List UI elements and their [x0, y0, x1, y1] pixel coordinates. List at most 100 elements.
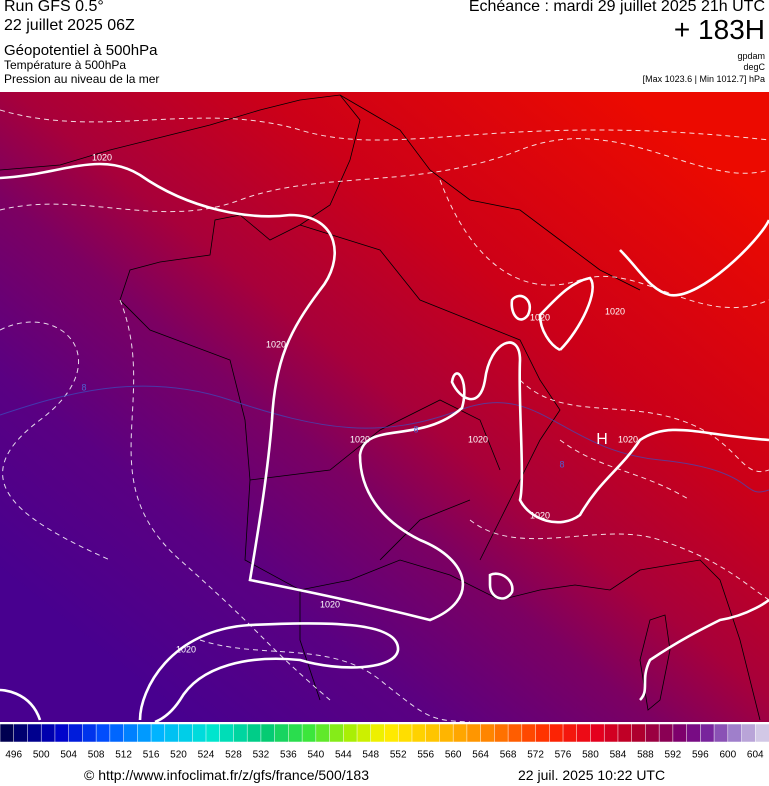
colorbar-label: 560	[445, 750, 462, 761]
color-swatch	[137, 724, 152, 743]
color-swatch	[494, 724, 509, 743]
color-swatch	[480, 724, 496, 743]
colorbar-label: 520	[170, 750, 187, 761]
color-swatch	[13, 724, 29, 743]
colorbar-label: 588	[637, 750, 654, 761]
color-swatch	[329, 724, 345, 743]
color-swatch	[686, 724, 702, 743]
run-date: 22 juillet 2025 06Z	[4, 17, 135, 34]
contour-label: 8	[559, 459, 564, 469]
contour-label: 1020	[530, 510, 550, 520]
contour-label: 1020	[618, 434, 638, 444]
color-swatch	[521, 724, 537, 743]
color-swatch	[288, 724, 303, 743]
color-swatch	[233, 724, 248, 743]
colorbar-label: 592	[665, 750, 682, 761]
forecast-hours: + 183H	[673, 14, 765, 45]
colorbar-label: 580	[582, 750, 599, 761]
contour-label: 8	[413, 424, 418, 434]
contour-label: 1020	[350, 434, 370, 444]
contour-label: 1020	[468, 434, 488, 444]
colorbar-label: 548	[362, 750, 379, 761]
color-swatch	[645, 724, 660, 743]
color-swatch	[603, 724, 619, 743]
color-swatch	[549, 724, 564, 743]
colorbar-label: 600	[719, 750, 736, 761]
color-swatch	[452, 724, 468, 743]
color-swatch	[631, 724, 647, 743]
colorbar-label: 572	[527, 750, 544, 761]
contour-label: 8	[81, 382, 86, 392]
color-swatch	[27, 724, 42, 743]
colorbar-label: 576	[555, 750, 572, 761]
color-swatch	[397, 724, 413, 743]
color-swatch	[95, 724, 111, 743]
color-swatch	[700, 724, 715, 743]
footer-url: © http://www.infoclimat.fr/z/gfs/france/…	[84, 767, 369, 783]
color-swatch	[590, 724, 605, 743]
high-pressure-marker: H	[596, 431, 608, 448]
field-label: Géopotentiel à 500hPa	[4, 42, 158, 59]
unit-label: gpdam	[737, 51, 765, 61]
color-swatch	[466, 724, 482, 743]
color-swatch	[727, 724, 743, 743]
contour-label: 1020	[320, 599, 340, 609]
colorbar-label: 544	[335, 750, 352, 761]
color-swatch	[617, 724, 633, 743]
map: 1020 1020 1020 1020 1020 1020 1020 1020 1020 1020…	[0, 92, 769, 722]
colorbar-label: 584	[610, 750, 627, 761]
color-swatch	[562, 724, 578, 743]
color-swatch	[535, 724, 551, 743]
unit-label: [Max 1023.6 | Min 1012.7] hPa	[642, 74, 765, 84]
color-swatch	[0, 724, 15, 743]
color-swatch	[68, 724, 84, 743]
colorbar-label: 528	[225, 750, 242, 761]
color-swatch	[576, 724, 592, 743]
colorbar-label: 516	[143, 750, 160, 761]
color-swatch	[384, 724, 399, 743]
contour-label: 1020	[266, 339, 286, 349]
color-swatch	[672, 724, 688, 743]
color-swatch	[192, 724, 207, 743]
color-swatch	[741, 724, 757, 743]
color-swatch	[425, 724, 441, 743]
contour-label: 1020	[605, 306, 625, 316]
color-swatch	[246, 724, 262, 743]
color-swatch	[123, 724, 139, 743]
color-swatch	[356, 724, 372, 743]
color-swatch	[439, 724, 454, 743]
contour-label: 1020	[176, 644, 196, 654]
color-swatch	[205, 724, 221, 743]
run-label: Run GFS 0.5°	[4, 0, 104, 15]
color-swatch	[54, 724, 70, 743]
field-label: Température à 500hPa	[4, 58, 127, 72]
coastlines	[0, 94, 761, 721]
color-swatch	[178, 724, 193, 743]
colorbar: 496 500 504 508 512 516 520 524 528 532 536 540 544 5…	[0, 724, 769, 761]
color-swatch	[150, 724, 166, 743]
footer-stamp: 22 juil. 2025 10:22 UTC	[518, 767, 666, 783]
color-swatch	[315, 724, 331, 743]
colorbar-label: 496	[5, 750, 22, 761]
color-swatch	[343, 724, 358, 743]
colorbar-label: 504	[60, 750, 77, 761]
colorbar-label: 508	[88, 750, 105, 761]
color-swatch	[658, 724, 674, 743]
colorbar-label: 500	[33, 750, 50, 761]
color-swatch	[713, 724, 729, 743]
contour-label: 1020	[92, 152, 112, 162]
color-swatch	[755, 724, 769, 743]
color-swatch	[82, 724, 97, 743]
contour-label: 1020	[530, 312, 550, 322]
unit-label: degC	[743, 62, 765, 72]
field-label: Pression au niveau de la mer	[4, 72, 160, 86]
color-swatch	[411, 724, 427, 743]
colorbar-label: 604	[747, 750, 764, 761]
color-swatch	[109, 724, 125, 743]
colorbar-label: 556	[417, 750, 434, 761]
color-swatch	[274, 724, 290, 743]
colorbar-label: 512	[115, 750, 132, 761]
colorbar-label: 540	[307, 750, 324, 761]
isobars	[0, 162, 769, 722]
